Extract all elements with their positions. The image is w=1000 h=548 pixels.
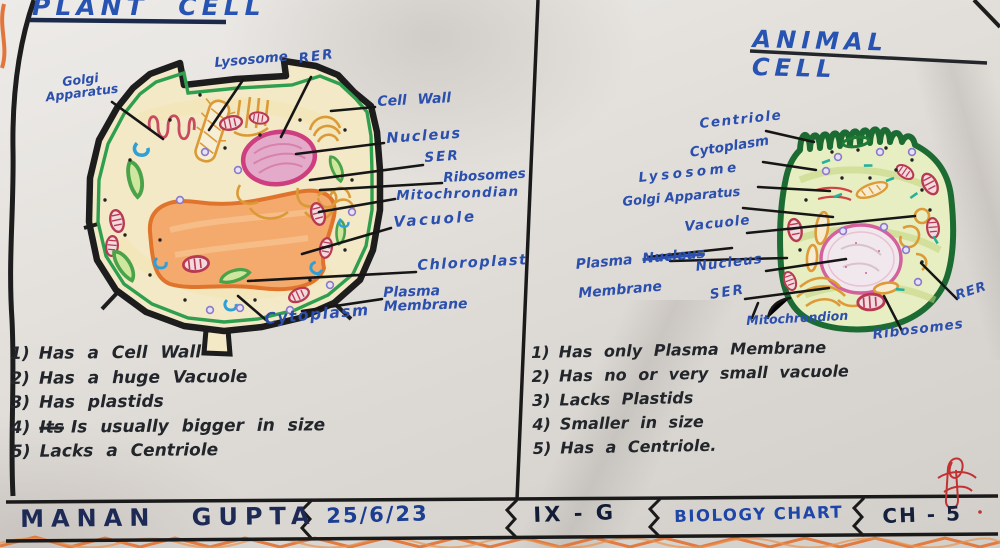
animal-cell-title: ANIMAL CELL <box>751 25 889 84</box>
footer-student-name: MANAN GUPTA <box>20 501 317 533</box>
plant-facts-list: 1) Has a Cell Wall 2) Has a huge Vacuole 3… <box>10 341 325 462</box>
animal-pointer-lines <box>646 129 959 333</box>
label-animal-plasma-membrane: Plasma Nucleus Membrane <box>574 233 709 315</box>
animal-fact-3: 3) Lacks Plastids <box>531 388 694 410</box>
plant-golgi-ribbon-shape <box>147 114 196 141</box>
left-border-line <box>8 0 37 497</box>
plant-fact-5: 5) Lacks a Centriole <box>10 440 219 462</box>
label-animal-plasma-line1: Plasma <box>575 252 634 274</box>
plant-dots <box>103 93 354 302</box>
label-plant-ser: SER <box>423 147 461 166</box>
animal-nucleus-shape <box>819 223 903 295</box>
animal-fact-2: 2) Has no or very small vacuole <box>531 361 849 386</box>
plant-cell-membrane <box>96 70 374 324</box>
animal-facts-list: 1) Has only Plasma Membrane 2) Has no or v… <box>531 337 850 458</box>
animal-title-underline <box>749 49 988 65</box>
footer-chapter: CH - 5 <box>882 501 963 528</box>
label-animal-plasma-line2: Membrane <box>577 278 663 302</box>
footer-class-section: IX - G <box>533 500 617 527</box>
plant-cell-diagram <box>83 57 444 357</box>
corner-diagonal-line <box>972 0 1000 29</box>
animal-fact-4: 4) Smaller in size <box>532 411 704 434</box>
animal-dots <box>798 146 932 264</box>
plant-fact-1: 1) Has a Cell Wall <box>10 342 202 364</box>
signature-scribble <box>937 457 982 514</box>
plant-cell-title: PLANT CELL <box>32 0 266 21</box>
footer-ruled-lines <box>5 494 999 543</box>
plant-nucleus-shape <box>240 129 318 187</box>
plant-pointer-lines <box>110 75 444 322</box>
footer-date: 25/6/23 <box>326 501 429 528</box>
plant-fact-2: 2) Has a huge Vacuole <box>10 366 248 389</box>
panel-divider-line <box>515 0 540 501</box>
plant-fact-3: 3) Has plastids <box>10 391 164 413</box>
animal-cell-diagram <box>646 126 959 333</box>
animal-spiky-er-shape <box>855 180 889 200</box>
plant-title-underline <box>29 17 227 25</box>
plant-fact-4: 4) Its Is usually bigger in size <box>10 414 326 438</box>
label-plant-plasma-membrane: Plasma Membrane <box>382 283 468 316</box>
label-plant-cell-wall: Cell Wall <box>376 90 452 110</box>
